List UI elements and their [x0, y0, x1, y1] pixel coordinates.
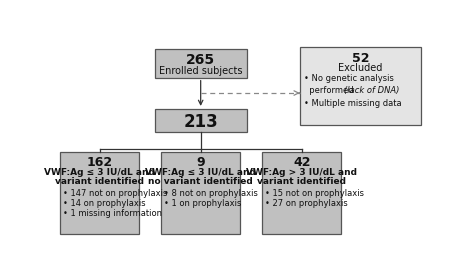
Text: Enrolled subjects: Enrolled subjects	[159, 67, 242, 77]
Text: VWF:Ag ≤ 3 IU/dL and: VWF:Ag ≤ 3 IU/dL and	[145, 168, 256, 177]
Text: 52: 52	[352, 52, 369, 65]
Text: • 1 on prophylaxis: • 1 on prophylaxis	[164, 199, 242, 208]
Text: VWF:Ag > 3 IU/dL and: VWF:Ag > 3 IU/dL and	[246, 168, 357, 177]
Text: • Multiple missing data: • Multiple missing data	[304, 99, 402, 108]
Text: performed: performed	[304, 86, 356, 95]
Bar	[155, 49, 246, 78]
Text: • 15 not on prophylaxis: • 15 not on prophylaxis	[265, 189, 364, 198]
Text: Excluded: Excluded	[338, 63, 383, 73]
Text: • 147 not on prophylaxis: • 147 not on prophylaxis	[63, 189, 167, 198]
Text: • 1 missing information: • 1 missing information	[63, 209, 162, 218]
Text: no variant identified: no variant identified	[148, 178, 253, 187]
Text: • No genetic analysis: • No genetic analysis	[304, 74, 394, 83]
Bar	[300, 47, 421, 125]
Text: VWF:Ag ≤ 3 IU/dL and: VWF:Ag ≤ 3 IU/dL and	[44, 168, 155, 177]
Text: 9: 9	[196, 156, 205, 169]
Text: variant identified: variant identified	[257, 178, 346, 187]
Bar	[161, 152, 240, 234]
Text: variant identified: variant identified	[55, 178, 144, 187]
Text: • 27 on prophylaxis: • 27 on prophylaxis	[265, 199, 348, 208]
Text: 213: 213	[183, 113, 218, 131]
Text: (lack of DNA): (lack of DNA)	[344, 86, 399, 95]
Text: 162: 162	[87, 156, 113, 169]
Text: • 14 on prophylaxis: • 14 on prophylaxis	[63, 199, 146, 208]
Bar	[262, 152, 341, 234]
Text: 265: 265	[186, 53, 215, 67]
Text: • 8 not on prophylaxis: • 8 not on prophylaxis	[164, 189, 258, 198]
Text: 42: 42	[293, 156, 310, 169]
Bar	[155, 109, 246, 132]
Bar	[60, 152, 139, 234]
